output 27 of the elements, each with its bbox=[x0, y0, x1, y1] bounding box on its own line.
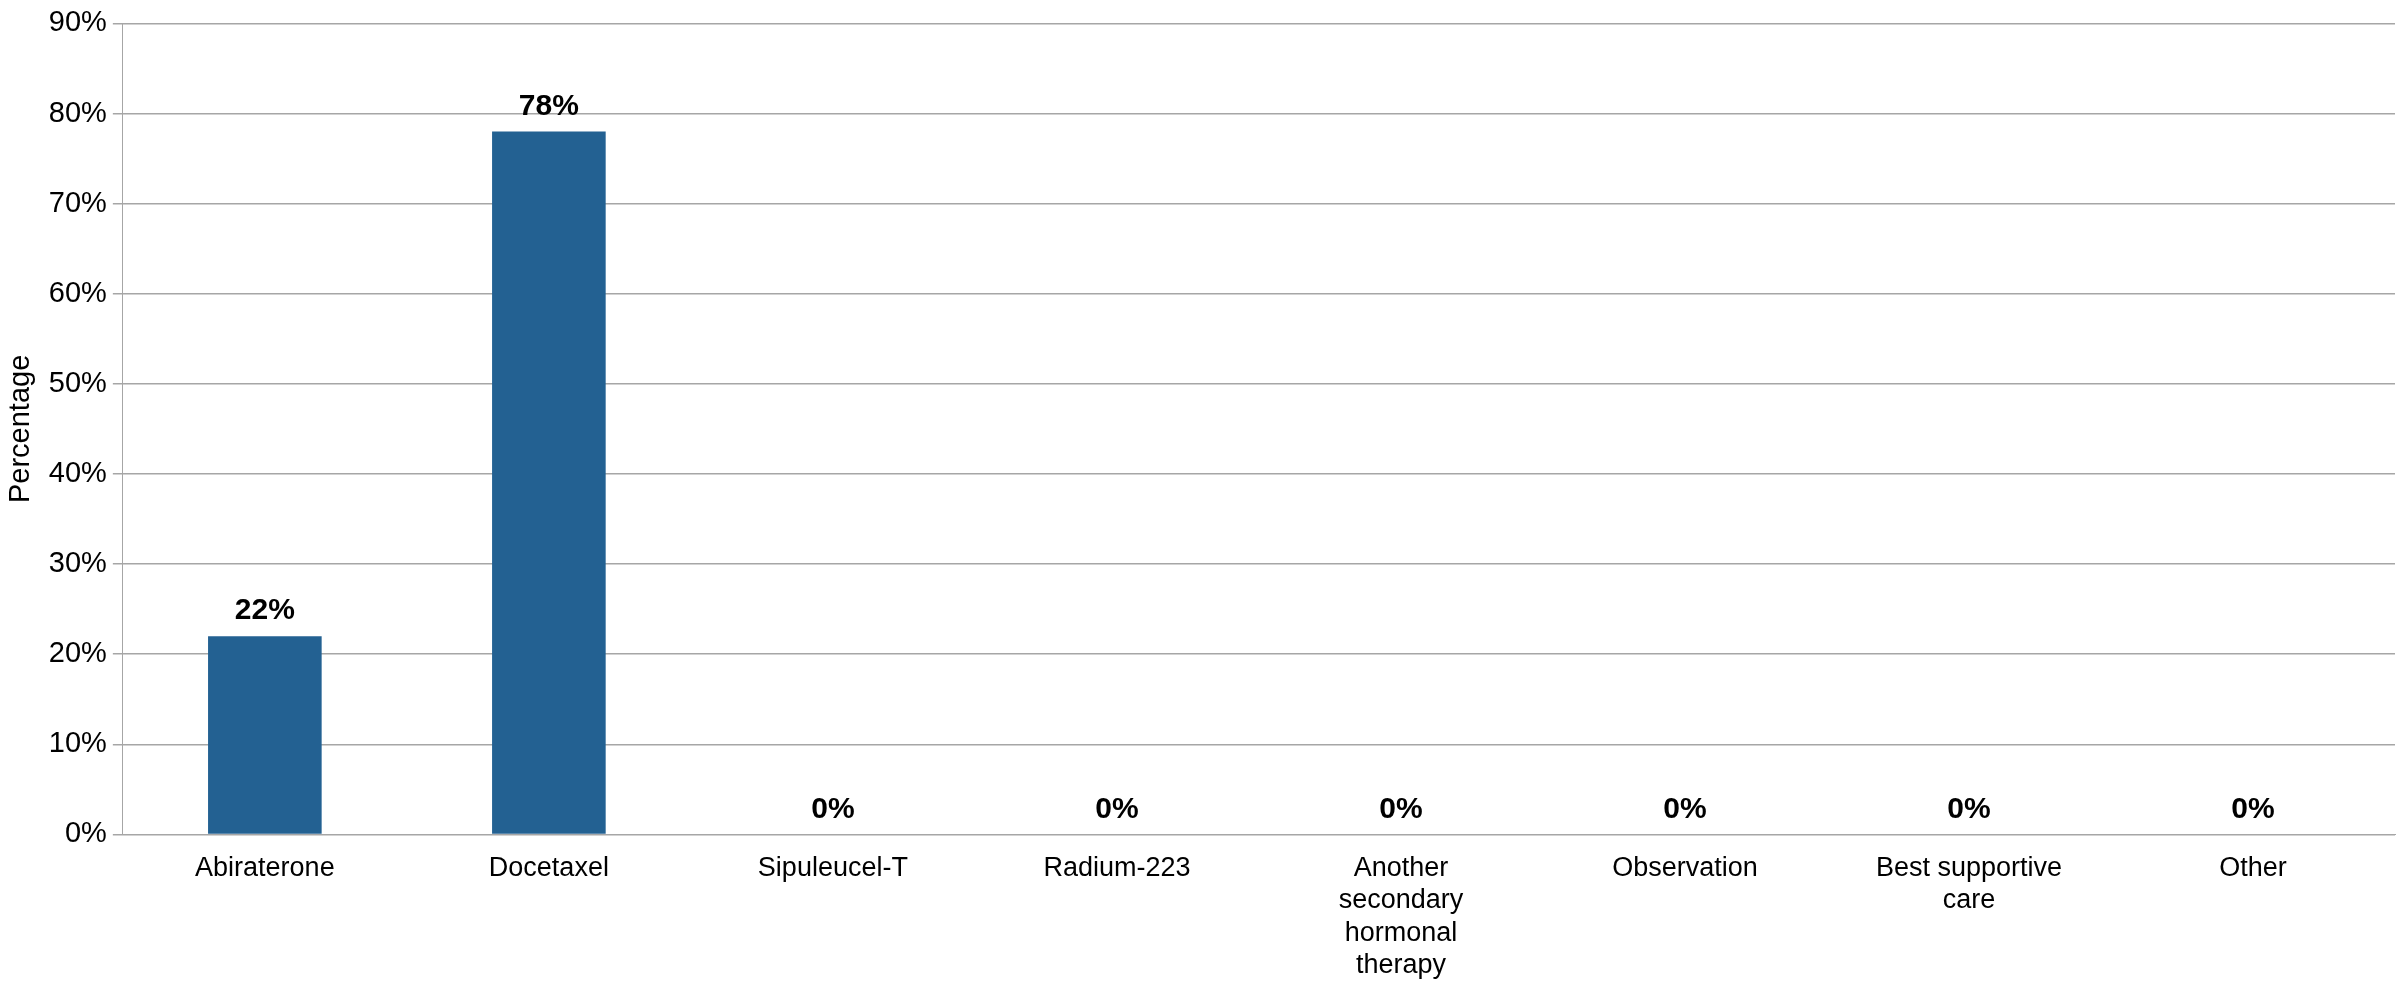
data-label: 78% bbox=[518, 87, 579, 121]
y-tick-label: 80% bbox=[48, 95, 107, 128]
y-tick-label: 40% bbox=[48, 455, 107, 488]
x-tick-label: Best supportive care bbox=[1875, 852, 2063, 915]
x-tick-label: Docetaxel bbox=[488, 852, 609, 883]
y-tick-label: 60% bbox=[48, 275, 107, 308]
x-tick-label: Abiraterone bbox=[195, 852, 335, 883]
data-label: 0% bbox=[811, 790, 855, 824]
x-tick-label: Observation bbox=[1612, 852, 1758, 883]
y-axis-title: Percentage bbox=[3, 354, 36, 504]
y-tick-label: 50% bbox=[48, 365, 107, 398]
x-tick-label: Other bbox=[2219, 852, 2287, 883]
data-label: 0% bbox=[1379, 790, 1423, 824]
data-label: 0% bbox=[1095, 790, 1139, 824]
x-tick-label: Another secondary hormonal therapy bbox=[1338, 852, 1464, 980]
y-tick-label: 30% bbox=[48, 546, 107, 579]
y-tick-label: 10% bbox=[48, 726, 107, 759]
y-tick-label: 0% bbox=[64, 816, 107, 849]
data-label: 0% bbox=[1947, 790, 1991, 824]
data-label: 22% bbox=[234, 592, 295, 626]
x-tick-label: Sipuleucel-T bbox=[757, 852, 908, 883]
data-label: 0% bbox=[2231, 790, 2275, 824]
x-tick-label: Radium-223 bbox=[1043, 852, 1191, 883]
y-tick-label: 90% bbox=[48, 5, 107, 38]
data-label: 0% bbox=[1663, 790, 1707, 824]
y-tick-label: 20% bbox=[48, 636, 107, 669]
y-tick-label: 70% bbox=[48, 185, 107, 218]
